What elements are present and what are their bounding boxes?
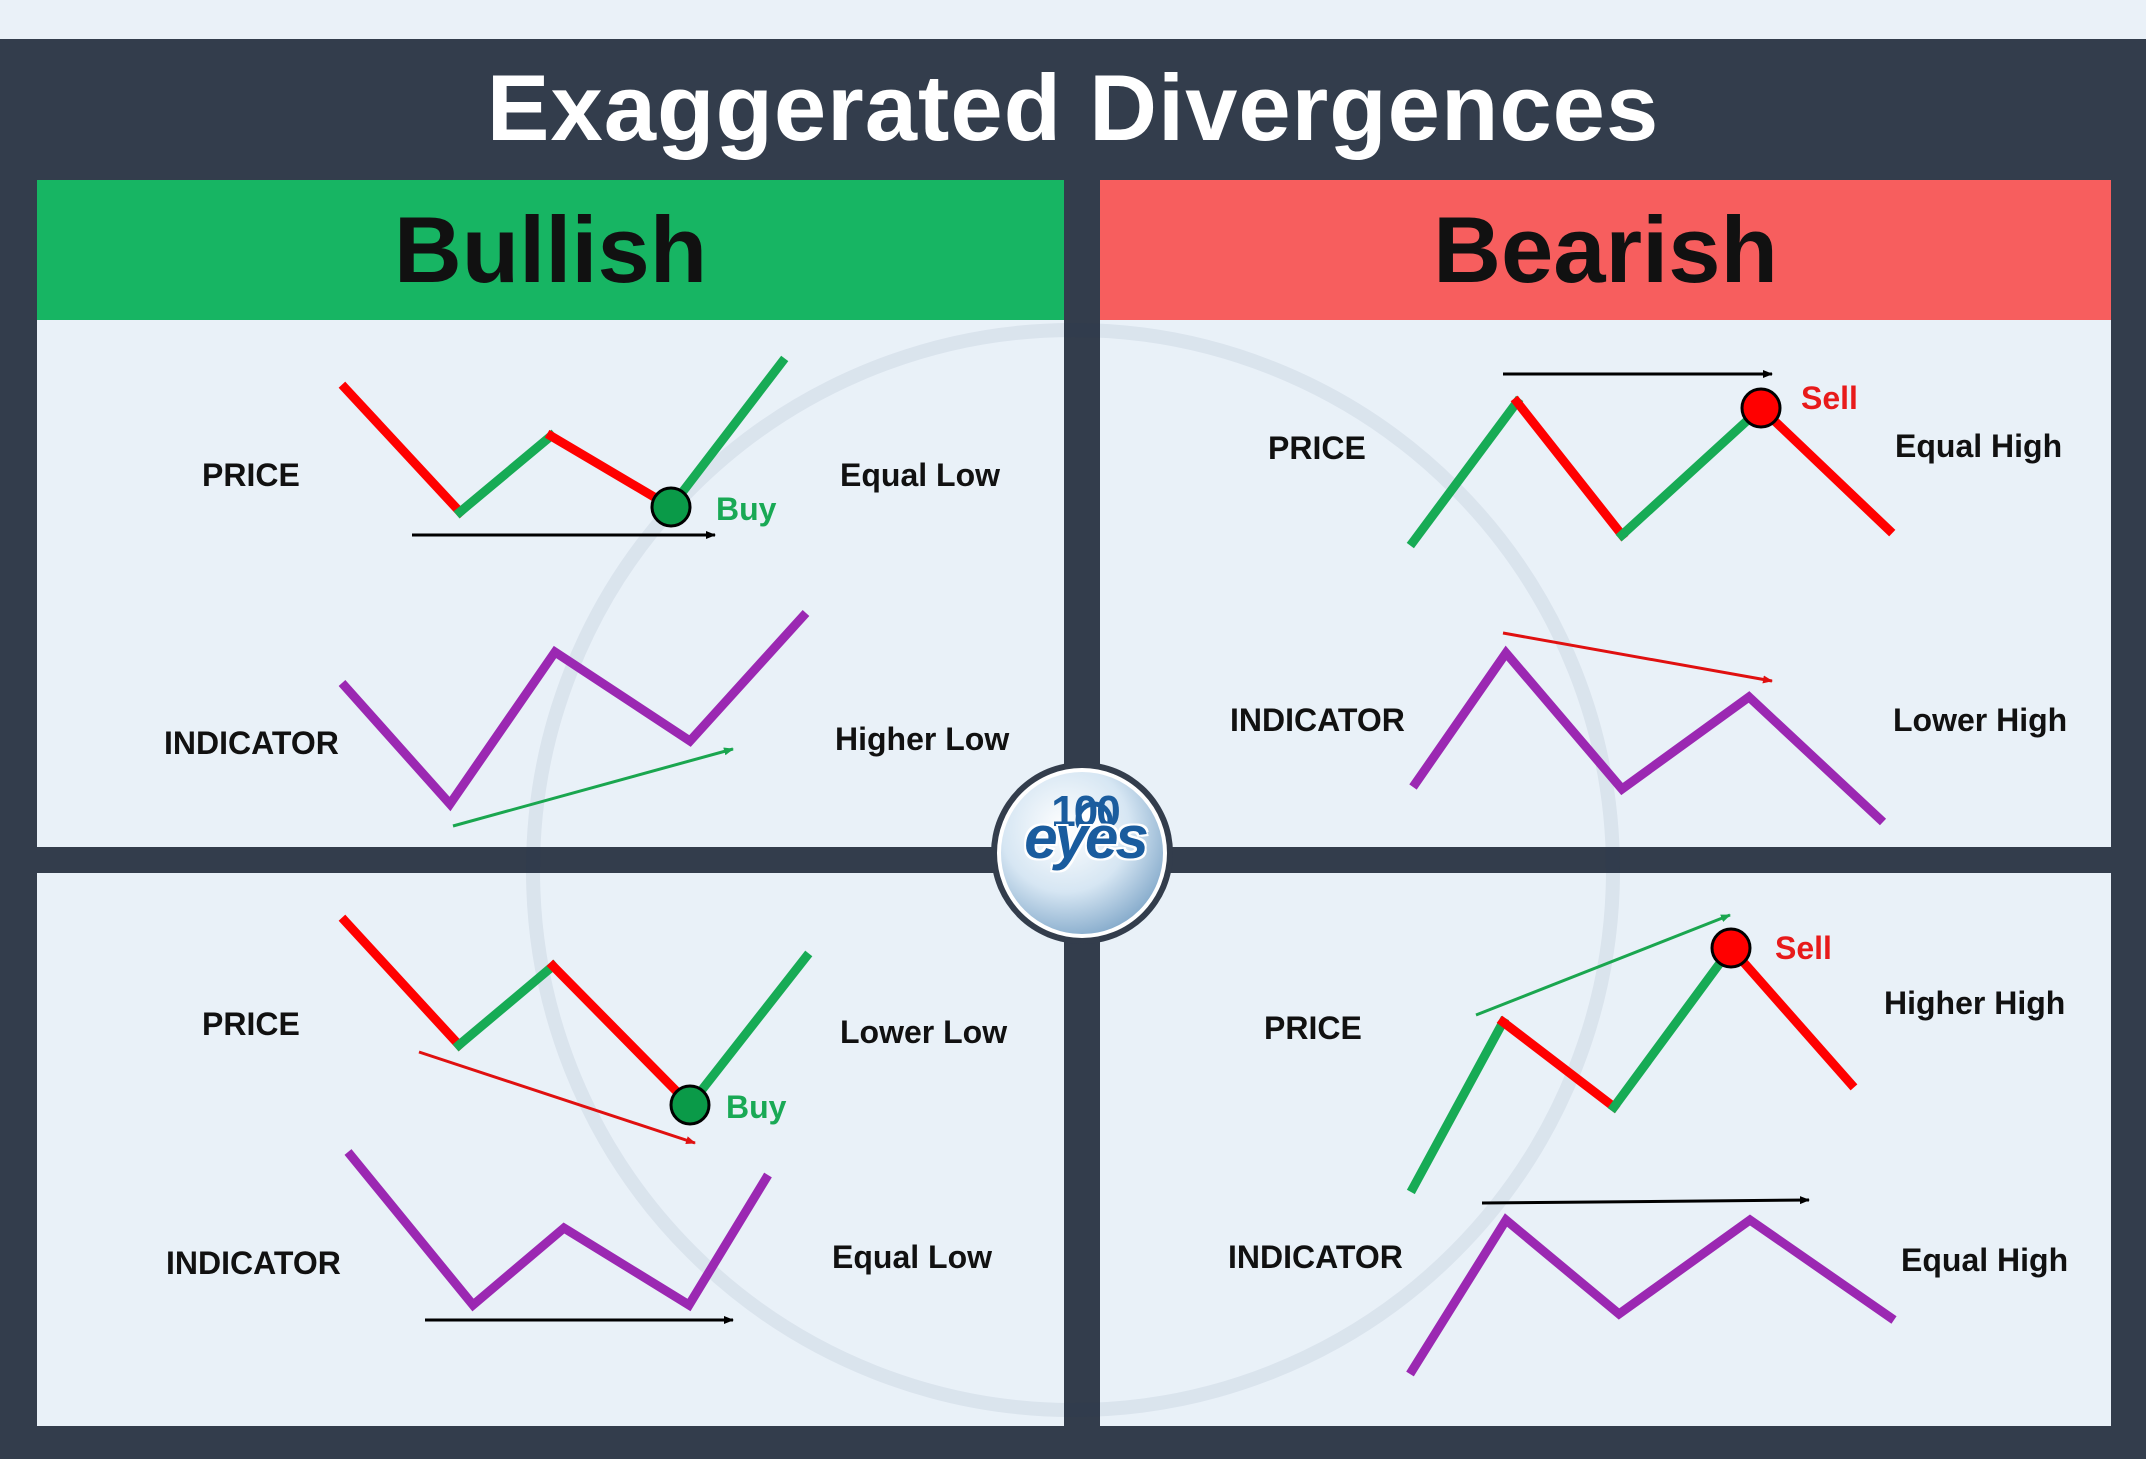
bullish-header: Bullish (37, 180, 1064, 320)
br-sell-marker (1710, 927, 1752, 969)
br-price-label: PRICE (1264, 1010, 1362, 1046)
tl-indicator-note: Higher Low (835, 721, 1010, 757)
bl-indicator-label: INDICATOR (166, 1245, 341, 1281)
tr-sell-label: Sell (1801, 380, 1858, 416)
tr-price-note: Equal High (1895, 428, 2063, 464)
br-price-trend-arrow (1475, 913, 1731, 1017)
logo-eye-icon (1075, 801, 1113, 839)
br-sell-label: Sell (1775, 930, 1832, 966)
bl-buy-marker (669, 1084, 711, 1126)
tl-price-label: PRICE (202, 457, 300, 493)
tl-buy-label: Buy (716, 491, 777, 527)
tr-price-line (1406, 395, 1896, 549)
bl-buy-label: Buy (726, 1089, 787, 1125)
logo-word: eyes (1024, 804, 1148, 871)
panel-bullish-top (37, 320, 1064, 847)
br-price-line (1406, 941, 1858, 1195)
tr-indicator-trend-arrow (1502, 631, 1773, 684)
tr-indicator-label: INDICATOR (1230, 702, 1405, 738)
tl-price-note: Equal Low (840, 457, 1000, 493)
br-indicator-trend-arrow (1481, 1196, 1810, 1205)
panel-bearish-top (1100, 320, 2111, 847)
watermark (526, 323, 1620, 1417)
bl-price-label: PRICE (202, 1006, 300, 1042)
tr-indicator-note: Lower High (1893, 702, 2068, 738)
tr-sell-marker (1740, 387, 1782, 429)
tl-indicator-label: INDICATOR (164, 725, 339, 761)
tl-buy-marker (650, 486, 692, 528)
br-indicator-note: Equal High (1901, 1242, 2069, 1278)
bl-price-trend-arrow (418, 1050, 696, 1145)
bl-price-line (338, 914, 813, 1112)
bl-price-note: Lower Low (840, 1014, 1008, 1050)
logo-number: 100 (1051, 787, 1120, 836)
br-price-note: Higher High (1884, 985, 2066, 1021)
tl-indicator-line (338, 609, 810, 812)
tr-indicator-line (1409, 645, 1887, 826)
tl-indicator-trend-arrow (452, 747, 734, 828)
main-title: Exaggerated Divergences (486, 55, 1660, 160)
logo-circle (997, 768, 1167, 938)
br-indicator-label: INDICATOR (1228, 1239, 1403, 1275)
br-indicator-line (1406, 1213, 1897, 1377)
bearish-header: Bearish (1100, 180, 2111, 320)
bl-indicator-line (344, 1149, 772, 1312)
tl-price-line (338, 355, 789, 519)
bl-indicator-note: Equal Low (832, 1239, 992, 1275)
tr-price-label: PRICE (1268, 430, 1366, 466)
